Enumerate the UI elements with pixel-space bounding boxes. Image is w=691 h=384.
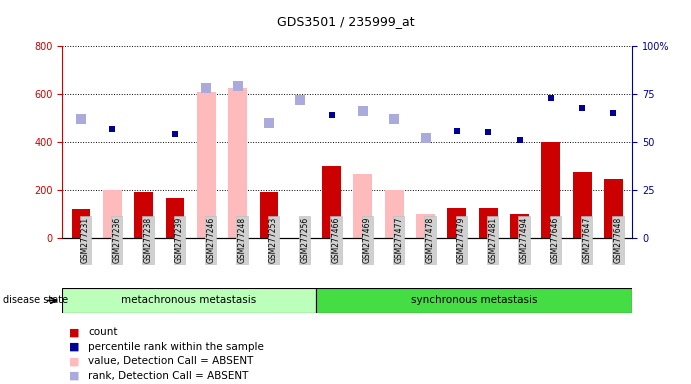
Bar [72,209,91,238]
Text: GSM277466: GSM277466 [332,217,341,263]
Bar [134,192,153,238]
Text: ■: ■ [69,356,79,366]
Bar [166,199,184,238]
Text: ■: ■ [69,327,79,337]
Text: GSM277256: GSM277256 [301,217,310,263]
Text: GSM277478: GSM277478 [426,217,435,263]
Text: GSM277647: GSM277647 [582,217,591,263]
Text: GSM277646: GSM277646 [551,217,560,263]
Text: disease state: disease state [3,295,68,306]
Text: ■: ■ [69,371,79,381]
Text: rank, Detection Call = ABSENT: rank, Detection Call = ABSENT [88,371,249,381]
Bar [510,214,529,238]
Text: metachronous metastasis: metachronous metastasis [121,295,256,306]
Text: GSM277239: GSM277239 [175,217,184,263]
Text: percentile rank within the sample: percentile rank within the sample [88,342,265,352]
Bar [416,214,435,238]
Bar [228,88,247,238]
Bar [103,190,122,238]
Text: GSM277253: GSM277253 [269,217,278,263]
Text: GSM277648: GSM277648 [614,217,623,263]
Text: GDS3501 / 235999_at: GDS3501 / 235999_at [276,15,415,28]
Text: GSM277469: GSM277469 [363,217,372,263]
Text: synchronous metastasis: synchronous metastasis [410,295,537,306]
Bar [542,142,560,238]
Text: GSM277236: GSM277236 [113,217,122,263]
Bar [479,208,498,238]
Text: GSM277494: GSM277494 [520,217,529,263]
Text: count: count [88,327,118,337]
Bar [385,190,404,238]
Text: GSM277248: GSM277248 [238,217,247,263]
Bar [197,92,216,238]
Text: ■: ■ [69,342,79,352]
Bar [322,166,341,238]
Text: GSM277481: GSM277481 [488,217,498,263]
Bar [448,208,466,238]
Text: value, Detection Call = ABSENT: value, Detection Call = ABSENT [88,356,254,366]
Text: GSM277231: GSM277231 [81,217,90,263]
Bar [573,172,591,238]
Bar [62,288,316,313]
Text: GSM277238: GSM277238 [144,217,153,263]
Text: GSM277479: GSM277479 [457,217,466,263]
Bar [604,179,623,238]
Bar [316,288,632,313]
Bar [354,174,372,238]
Text: GSM277246: GSM277246 [207,217,216,263]
Text: GSM277477: GSM277477 [394,217,404,263]
Bar [260,192,278,238]
